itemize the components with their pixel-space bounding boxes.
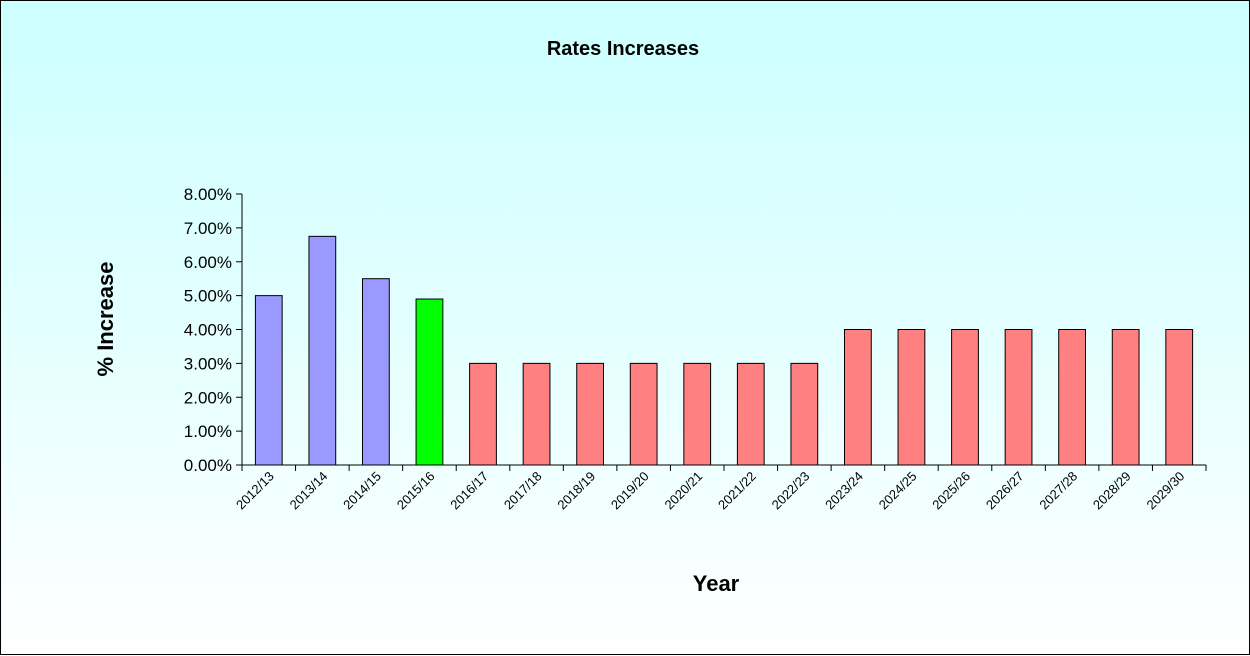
x-tick-label: 2021/22 (715, 469, 759, 513)
x-tick-label: 2024/25 (876, 469, 920, 513)
x-axis-title: Year (693, 571, 740, 596)
x-tick-label: 2020/21 (662, 469, 706, 513)
x-tick-label: 2014/15 (340, 469, 384, 513)
x-tick-label: 2012/13 (233, 469, 277, 513)
x-tick-label: 2022/23 (769, 469, 813, 513)
y-tick-label: 3.00% (184, 354, 232, 373)
bar-2026-27 (1004, 329, 1033, 466)
x-tick-label: 2017/18 (501, 469, 545, 513)
bar-2024-25 (897, 329, 926, 466)
x-tick-label: 2023/24 (822, 469, 866, 513)
bar-2022-23 (790, 362, 819, 466)
x-tick-label: 2019/20 (608, 469, 652, 513)
x-tick-label: 2026/27 (983, 469, 1027, 513)
bar-2017-18 (522, 362, 551, 466)
bar-2015-16 (415, 298, 444, 466)
y-axis-title: % Increase (93, 262, 118, 377)
bar-2025-26 (951, 329, 979, 466)
x-tick-label: 2025/26 (929, 469, 973, 513)
y-tick-label: 6.00% (184, 253, 232, 272)
x-tick-label: 2029/30 (1144, 469, 1188, 513)
x-tick-label: 2018/19 (554, 469, 598, 513)
bar-2028-29 (1111, 329, 1140, 466)
bar-2019-20 (629, 362, 658, 466)
bar-2021-22 (736, 362, 765, 466)
bar-2029-30 (1165, 329, 1194, 466)
bar-2013-14 (308, 235, 337, 466)
x-tick-label: 2016/17 (447, 469, 491, 513)
bar-2014-15 (362, 278, 390, 466)
y-tick-label: 7.00% (184, 219, 232, 238)
y-tick-label: 4.00% (184, 321, 232, 340)
plot-area: 0.00% 1.00% 2.00% 3.00% 4.00% 5.00% 6.00% 7.00%… (184, 185, 1207, 513)
y-tick-label: 1.00% (184, 422, 232, 441)
x-tick-label: 2013/14 (287, 469, 331, 513)
bar-2023-24 (844, 329, 872, 466)
y-tick-label: 0.00% (184, 456, 232, 475)
bar-2027-28 (1058, 329, 1086, 466)
x-tick-label: 2028/29 (1090, 469, 1134, 513)
bar-2016-17 (469, 362, 497, 466)
x-tick-label: 2015/16 (394, 469, 438, 513)
bar-2012-13 (254, 295, 283, 466)
bar-2018-19 (576, 362, 605, 466)
x-tick-label: 2027/28 (1036, 469, 1080, 513)
y-tick-label: 5.00% (184, 287, 232, 306)
y-tick-label: 8.00% (184, 185, 232, 204)
bar-2020-21 (683, 362, 712, 466)
y-tick-label: 2.00% (184, 388, 232, 407)
chart-title: Rates Increases (547, 38, 699, 60)
